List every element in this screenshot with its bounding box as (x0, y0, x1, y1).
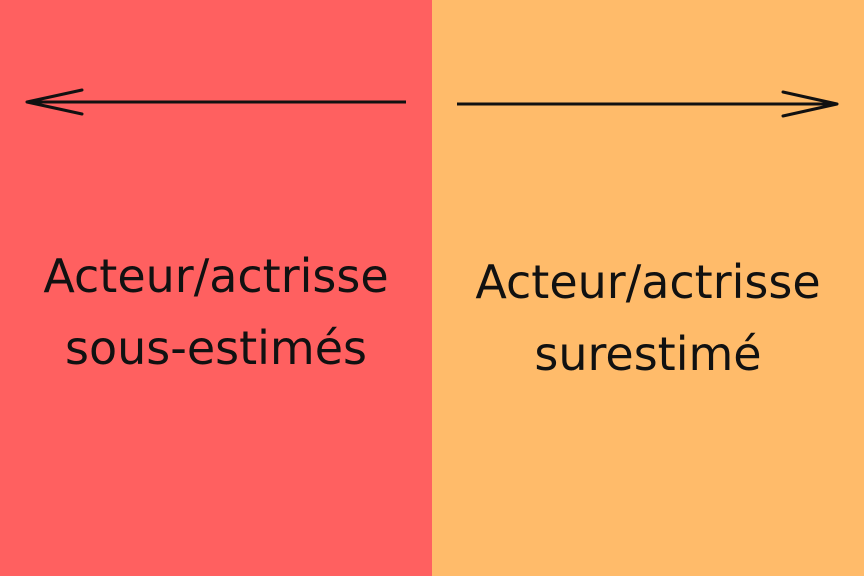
left-arrow-icon (25, 88, 406, 116)
overrated-label-line-2: surestimé (534, 327, 762, 381)
overrated-label: Acteur/actrisse surestimé (432, 246, 864, 390)
overrated-label-line-1: Acteur/actrisse (475, 255, 821, 309)
underrated-label-line-2: sous-estimés (65, 321, 367, 375)
overrated-panel: Acteur/actrisse surestimé (432, 0, 864, 576)
underrated-label-line-1: Acteur/actrisse (43, 249, 389, 303)
underrated-label: Acteur/actrisse sous-estimés (0, 240, 432, 384)
underrated-panel: Acteur/actrisse sous-estimés (0, 0, 432, 576)
right-arrow-icon (457, 90, 839, 118)
